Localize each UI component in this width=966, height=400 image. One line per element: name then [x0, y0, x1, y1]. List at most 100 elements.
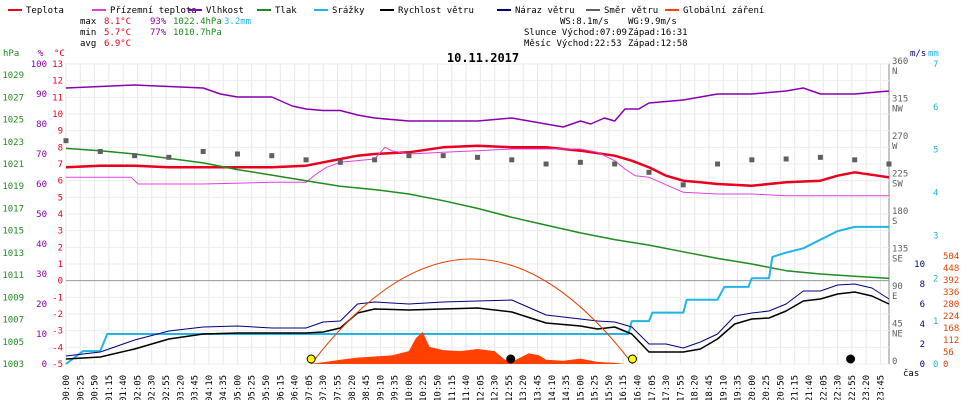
pct-axis-tick: 40 — [36, 240, 47, 250]
dir-axis-tick: 270 — [892, 132, 908, 142]
wm2-axis-tick: 392 — [943, 276, 959, 286]
wind-direction-point — [166, 154, 172, 160]
x-tick-label: 23:20 — [862, 375, 872, 400]
x-tick-label: 05:00 — [233, 375, 243, 400]
pct-axis-tick: 100 — [31, 60, 47, 70]
degc-axis-tick: 6 — [58, 177, 63, 187]
degc-axis-tick: 10 — [52, 110, 63, 120]
x-tick-label: 20:50 — [776, 375, 786, 400]
hpa-axis-tick: 1007 — [2, 316, 24, 326]
stats-temp: 5.7°C — [104, 28, 131, 38]
x-tick-label: 14:35 — [562, 375, 572, 400]
sun-path-arc — [310, 258, 633, 365]
mm-axis-tick: 1 — [933, 317, 938, 327]
wind-direction-point — [63, 138, 69, 144]
hpa-axis-tick: 1029 — [2, 71, 24, 81]
legend-label: Globální záření — [683, 6, 764, 16]
x-tick-label: 01:40 — [119, 375, 129, 400]
pct-axis-tick: 0 — [42, 360, 47, 370]
x-unit-label: čas — [903, 368, 919, 379]
x-tick-label: 19:35 — [734, 375, 744, 400]
degc-axis-tick: 12 — [52, 77, 63, 87]
hpa-axis-label: hPa — [3, 49, 19, 59]
wm2-axis-tick: 504 — [943, 252, 959, 262]
mm-axis-tick: 3 — [933, 231, 938, 241]
stats-label: max — [80, 17, 97, 27]
x-tick-label: 21:40 — [805, 375, 815, 400]
degc-axis-tick: 7 — [58, 160, 63, 170]
degc-axis-tick: 11 — [52, 93, 63, 103]
wm2-axis-tick: 56 — [943, 348, 954, 358]
mm-axis-tick: 7 — [933, 60, 938, 70]
wind-direction-point — [200, 149, 206, 154]
legend-label: Teplota — [26, 6, 64, 16]
stats-pressure: 1022.4hPa — [173, 17, 222, 27]
degc-axis-tick: 9 — [58, 127, 63, 137]
dir-axis-tick: S — [892, 217, 897, 227]
dir-axis-tick: NW — [892, 105, 903, 115]
x-tick-label: 14:10 — [548, 375, 558, 400]
wind-direction-point — [817, 154, 823, 160]
wm2-axis-tick: 112 — [943, 336, 959, 346]
degc-axis-tick: -2 — [52, 310, 63, 320]
stats-rain: 3.2mm — [224, 17, 251, 27]
wm2-axis-tick: 0 — [943, 360, 948, 370]
info-moonrise: Měsíc Východ:22:53 — [524, 39, 622, 49]
x-tick-label: 10:25 — [419, 375, 429, 400]
x-tick-label: 16:15 — [619, 375, 629, 400]
x-tick-label: 15:50 — [605, 375, 615, 400]
hpa-axis-tick: 1021 — [2, 160, 24, 170]
x-tick-label: 11:15 — [448, 375, 458, 400]
x-tick-label: 13:45 — [534, 375, 544, 400]
mm-axis-tick: 5 — [933, 146, 938, 156]
ms-axis-tick: 2 — [920, 340, 925, 350]
x-tick-label: 00:25 — [76, 375, 86, 400]
mm-axis-tick: 0 — [933, 360, 938, 370]
wm2-axis-tick: 168 — [943, 324, 959, 334]
x-tick-label: 17:30 — [662, 375, 672, 400]
sunrise-marker — [306, 354, 316, 364]
pct-axis-tick: 60 — [36, 180, 47, 190]
stats-temp: 8.1°C — [104, 17, 131, 27]
x-tick-label: 02:55 — [162, 375, 172, 400]
x-tick-label: 19:10 — [719, 375, 729, 400]
ms-axis-tick: 0 — [920, 360, 925, 370]
wind-direction-point — [852, 157, 858, 163]
wind-direction-point — [440, 153, 446, 159]
degc-axis-tick: 13 — [52, 60, 63, 70]
wm2-axis-tick: 448 — [943, 264, 959, 274]
degc-axis-tick: 2 — [58, 243, 63, 253]
mm-axis-label: mm — [928, 49, 939, 59]
degc-axis-tick: -3 — [52, 327, 63, 337]
x-tick-label: 04:10 — [205, 375, 215, 400]
dir-axis-tick: N — [892, 67, 897, 77]
degc-axis-tick: -5 — [52, 360, 63, 370]
dir-axis-tick: 315 — [892, 95, 908, 105]
stats-temp: 6.9°C — [104, 39, 131, 49]
wind-direction-point — [646, 169, 652, 175]
wm2-axis-tick: 224 — [943, 312, 959, 322]
x-tick-label: 22:05 — [819, 375, 829, 400]
wind-direction-point — [577, 159, 583, 165]
stats-humidity: 93% — [150, 17, 167, 27]
hpa-axis-tick: 1025 — [2, 116, 24, 126]
hpa-axis-tick: 1009 — [2, 293, 24, 303]
degc-axis-tick: -1 — [52, 293, 63, 303]
x-tick-label: 09:10 — [376, 375, 386, 400]
wind-direction-point — [303, 157, 309, 163]
wind-direction-point — [372, 157, 378, 163]
moonset-marker — [506, 354, 516, 364]
x-tick-label: 02:30 — [148, 375, 158, 400]
wind-direction-point — [337, 159, 343, 165]
x-tick-label: 11:40 — [462, 375, 472, 400]
plot-area — [63, 84, 892, 365]
wind-direction-point — [269, 153, 275, 159]
wm2-axis-tick: 336 — [943, 288, 959, 298]
dir-axis-tick: SE — [892, 255, 903, 265]
hpa-axis-tick: 1015 — [2, 227, 24, 237]
dir-axis-tick: 0 — [892, 357, 897, 367]
x-tick-label: 07:05 — [305, 375, 315, 400]
x-tick-label: 00:00 — [62, 375, 72, 400]
wind-direction-point — [680, 182, 686, 188]
